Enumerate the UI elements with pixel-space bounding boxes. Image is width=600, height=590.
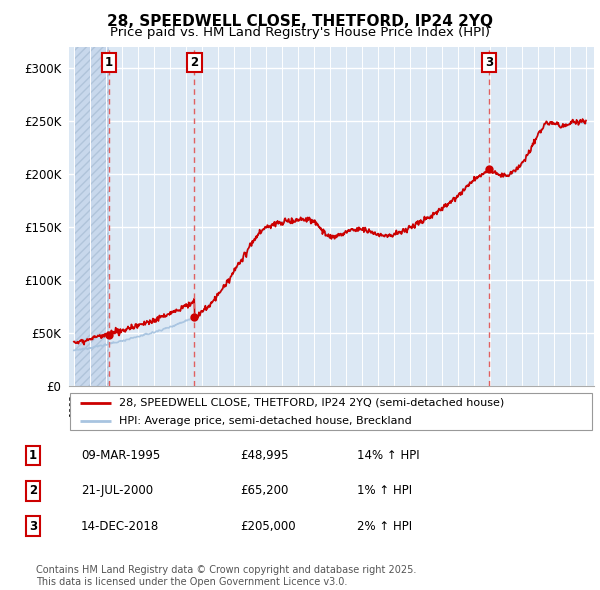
Text: 28, SPEEDWELL CLOSE, THETFORD, IP24 2YQ (semi-detached house): 28, SPEEDWELL CLOSE, THETFORD, IP24 2YQ …: [119, 398, 504, 408]
Text: 1: 1: [29, 449, 37, 462]
Text: 1% ↑ HPI: 1% ↑ HPI: [357, 484, 412, 497]
Text: 2: 2: [190, 56, 199, 69]
Text: 14-DEC-2018: 14-DEC-2018: [81, 520, 159, 533]
Text: 3: 3: [29, 520, 37, 533]
Text: 09-MAR-1995: 09-MAR-1995: [81, 449, 160, 462]
Text: £65,200: £65,200: [240, 484, 289, 497]
Text: HPI: Average price, semi-detached house, Breckland: HPI: Average price, semi-detached house,…: [119, 416, 412, 426]
Text: £48,995: £48,995: [240, 449, 289, 462]
FancyBboxPatch shape: [70, 394, 592, 430]
Bar: [74, 47, 109, 386]
Text: 21-JUL-2000: 21-JUL-2000: [81, 484, 153, 497]
Text: 28, SPEEDWELL CLOSE, THETFORD, IP24 2YQ: 28, SPEEDWELL CLOSE, THETFORD, IP24 2YQ: [107, 14, 493, 29]
Text: 3: 3: [485, 56, 493, 69]
Text: 1: 1: [105, 56, 113, 69]
Text: Price paid vs. HM Land Registry's House Price Index (HPI): Price paid vs. HM Land Registry's House …: [110, 26, 490, 39]
Text: Contains HM Land Registry data © Crown copyright and database right 2025.
This d: Contains HM Land Registry data © Crown c…: [36, 565, 416, 587]
Text: 14% ↑ HPI: 14% ↑ HPI: [357, 449, 419, 462]
Text: 2% ↑ HPI: 2% ↑ HPI: [357, 520, 412, 533]
Text: 2: 2: [29, 484, 37, 497]
Text: £205,000: £205,000: [240, 520, 296, 533]
